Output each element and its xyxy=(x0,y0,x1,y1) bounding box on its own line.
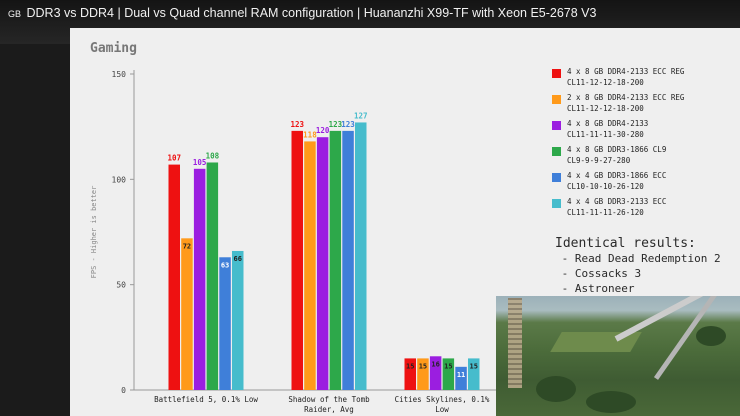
bar xyxy=(168,164,180,390)
legend-item: 4 x 8 GB DDR4-2133 ECC REG CL11-12-12-18… xyxy=(552,66,732,92)
bar xyxy=(329,130,342,390)
data-label: 123 xyxy=(329,120,343,129)
game-tower xyxy=(508,298,522,388)
data-label: 16 xyxy=(431,360,439,368)
notes-title: Identical results: xyxy=(555,236,696,251)
game-footage-overlay xyxy=(496,296,740,416)
y-axis-label: FPS - Higher is better xyxy=(90,186,98,279)
identical-results-note: Identical results: - Read Dead Redemptio… xyxy=(555,236,721,296)
legend-item: 4 x 8 GB DDR3-1866 CL9 CL9-9-9-27-280 xyxy=(552,144,732,170)
video-title[interactable]: GB DDR3 vs DDR4 | Dual vs Quad channel R… xyxy=(8,6,596,20)
legend-swatch xyxy=(552,121,561,130)
bar xyxy=(232,250,244,390)
category-label: Low xyxy=(435,405,449,414)
legend-label: 4 x 4 GB DDR3-2133 ECC CL11-11-11-26-120 xyxy=(567,197,667,217)
bar xyxy=(193,168,206,390)
legend-swatch xyxy=(552,173,561,182)
legend-label: 2 x 8 GB DDR4-2133 ECC REG CL11-12-12-18… xyxy=(567,93,685,113)
y-tick-label: 150 xyxy=(112,70,127,79)
legend-swatch xyxy=(552,199,561,208)
bar xyxy=(316,137,329,390)
bar xyxy=(355,122,367,390)
data-label: 63 xyxy=(221,261,229,269)
y-tick-label: 50 xyxy=(116,281,126,290)
data-label: 11 xyxy=(457,371,465,379)
data-label: 123 xyxy=(341,120,355,129)
data-label: 123 xyxy=(290,120,304,129)
chart-title: Gaming xyxy=(90,41,137,56)
bar-chart: Gaming FPS - Higher is better 0 50 100 150 107… xyxy=(90,41,540,414)
bar xyxy=(417,358,429,390)
category-label: Shadow of the Tomb xyxy=(288,395,370,404)
bar xyxy=(442,358,455,390)
bar xyxy=(468,358,480,390)
category-label: Raider, Avg xyxy=(304,405,354,414)
bar xyxy=(219,257,231,390)
legend-swatch xyxy=(552,69,561,78)
bar xyxy=(291,130,303,390)
y-tick-label: 0 xyxy=(121,386,126,395)
title-text: DDR3 vs DDR4 | Dual vs Quad channel RAM … xyxy=(26,6,597,20)
data-label: 118 xyxy=(303,130,317,139)
legend-label: 4 x 8 GB DDR4-2133 ECC REG CL11-12-12-18… xyxy=(567,67,685,87)
note-item: - Read Dead Redemption 2 xyxy=(555,252,721,265)
game-tree xyxy=(536,376,576,402)
bar xyxy=(342,130,354,390)
legend-swatch xyxy=(552,95,561,104)
legend-item: 4 x 8 GB DDR4-2133 CL11-11-11-30-280 xyxy=(552,118,732,144)
legend-label: 4 x 4 GB DDR3-1866 ECC CL10-10-10-26-120 xyxy=(567,171,667,191)
data-label: 107 xyxy=(167,154,181,163)
data-label: 15 xyxy=(419,362,427,370)
title-prefix: GB xyxy=(8,9,22,19)
bar xyxy=(181,238,193,390)
bar xyxy=(455,366,467,390)
legend-item: 2 x 8 GB DDR4-2133 ECC REG CL11-12-12-18… xyxy=(552,92,732,118)
y-tick-label: 100 xyxy=(112,175,127,184)
data-label: 15 xyxy=(406,362,414,370)
note-item: - Astroneer xyxy=(555,282,635,295)
bar xyxy=(429,356,442,390)
game-tree xyxy=(586,391,636,413)
game-tree xyxy=(696,326,726,346)
slide: Gaming FPS - Higher is better 0 50 100 150 107… xyxy=(70,28,740,416)
data-label: 127 xyxy=(354,111,368,120)
legend-item: 4 x 4 GB DDR3-1866 ECC CL10-10-10-26-120 xyxy=(552,170,732,196)
category-label: Cities Skylines, 0.1% xyxy=(395,395,490,404)
data-label: 66 xyxy=(234,255,242,263)
legend-swatch xyxy=(552,147,561,156)
legend-item: 4 x 4 GB DDR3-2133 ECC CL11-11-11-26-120 xyxy=(552,196,732,222)
bar xyxy=(304,141,316,390)
data-label: 108 xyxy=(206,151,220,160)
bar xyxy=(206,162,219,390)
data-label: 105 xyxy=(193,158,207,167)
note-item: - Cossacks 3 xyxy=(555,267,642,280)
legend-label: 4 x 8 GB DDR4-2133 CL11-11-11-30-280 xyxy=(567,119,649,139)
legend-label: 4 x 8 GB DDR3-1866 CL9 CL9-9-9-27-280 xyxy=(567,145,667,165)
data-label: 72 xyxy=(183,242,191,250)
bar xyxy=(404,358,416,390)
data-label: 120 xyxy=(316,126,330,135)
notes-list: - Read Dead Redemption 2 - Cossacks 3 - … xyxy=(555,251,721,296)
category-label: Battlefield 5, 0.1% Low xyxy=(154,395,258,404)
data-label: 15 xyxy=(470,362,478,370)
data-label: 15 xyxy=(444,362,452,370)
chart-legend: 4 x 8 GB DDR4-2133 ECC REG CL11-12-12-18… xyxy=(552,66,732,222)
